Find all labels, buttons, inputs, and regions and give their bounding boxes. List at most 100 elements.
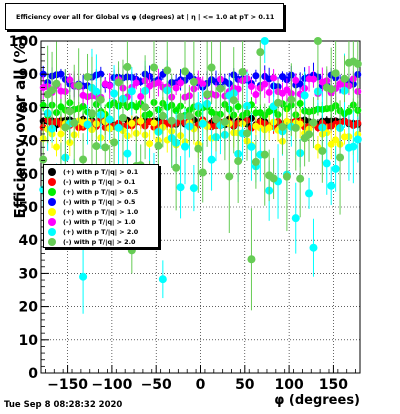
data-point [61,123,70,132]
legend-item: (-) with p T/|q| > 0.1 [48,177,156,187]
data-point [114,123,123,132]
legend-label: (-) with p T/|q| > 2.0 [63,238,136,246]
legend: (+) with p T/|q| > 0.1 (-) with p T/|q| … [43,164,159,248]
data-point [154,79,162,87]
legend-item: (+) with p T/|q| > 2.0 [48,227,156,237]
data-point [278,122,287,131]
data-point [127,87,136,96]
data-point [83,120,92,129]
data-point [270,74,278,82]
data-point [149,63,158,72]
data-point [212,115,221,124]
data-point [177,79,185,87]
data-point [327,85,336,94]
data-point [52,79,61,88]
data-point [269,174,278,183]
data-point [198,168,207,177]
series-7 [39,37,362,311]
data-point [65,107,74,116]
data-point [87,109,96,118]
data-point [101,143,110,152]
data-point [322,159,331,168]
legend-item: (+) with p T/|q| > 0.1 [48,167,156,177]
legend-label: (+) with p T/|q| > 0.5 [63,188,139,196]
data-point [296,99,304,107]
data-point [216,84,225,93]
data-point [172,84,180,92]
data-point [83,72,92,81]
data-point [265,124,273,132]
x-tick-label: −100 [91,377,132,393]
data-point [176,112,185,121]
data-point [127,246,136,255]
data-point [247,255,256,264]
data-point [243,129,252,138]
legend-marker [48,188,56,196]
x-tick-label: 50 [235,377,255,393]
y-tick-label: 20 [19,300,39,316]
data-point [114,78,123,87]
legend-item: (+) with p T/|q| > 0.5 [48,187,156,197]
data-point [132,79,140,87]
data-point [92,87,101,96]
data-point [105,115,114,124]
y-tick-label: 70 [19,134,39,150]
data-point [291,123,300,132]
data-point [48,86,57,95]
y-axis-label: Efficiency over all (%) [11,35,29,219]
data-point [291,214,300,223]
chart-title: Efficiency over all for Global vs φ (deg… [5,3,284,30]
y-tick-label: 80 [19,100,39,116]
data-point [234,103,242,111]
legend-item: (-) with p T/|q| > 1.0 [48,217,156,227]
data-point [207,63,216,72]
data-point [336,153,345,162]
legend-marker [48,218,56,226]
data-point [180,142,189,151]
data-point [198,119,207,128]
legend-item: (+) with p T/|q| > 1.0 [48,207,156,217]
data-point [92,142,101,151]
data-point [128,119,136,127]
data-point [185,112,194,121]
x-tick-label: −50 [141,377,172,393]
data-point [247,83,255,91]
legend-item: (-) with p T/|q| > 2.0 [48,237,156,247]
data-point [247,142,256,151]
x-tick-label: 100 [274,377,303,393]
y-tick-label: 0 [28,366,38,382]
y-tick-label: 10 [19,333,39,349]
y-tick-label: 100 [9,34,38,50]
data-point [137,92,145,100]
data-point [141,103,150,112]
y-tick-label: 40 [19,233,39,249]
data-point [252,72,260,80]
legend-label: (-) with p T/|q| > 0.5 [63,198,136,206]
data-point [331,69,340,78]
data-point [282,172,291,181]
legend-marker [48,178,56,186]
data-point [331,164,340,173]
x-tick-label: −150 [47,377,88,393]
data-point [251,157,260,166]
data-point [123,149,132,158]
data-point [300,91,309,100]
data-point [137,117,145,125]
data-point [163,66,172,75]
data-point [260,150,269,159]
data-point [158,111,167,120]
data-point [309,118,318,127]
legend-marker [48,168,56,176]
data-point [313,37,322,45]
legend-item: (-) with p T/|q| > 0.5 [48,197,156,207]
data-point [309,75,317,83]
data-point [261,80,269,88]
data-point [332,136,340,144]
legend-label: (+) with p T/|q| > 0.1 [63,168,139,176]
data-point [252,91,260,99]
data-point [176,183,185,192]
data-point [146,110,154,118]
timestamp: Tue Sep 8 08:28:32 2020 [4,400,123,410]
